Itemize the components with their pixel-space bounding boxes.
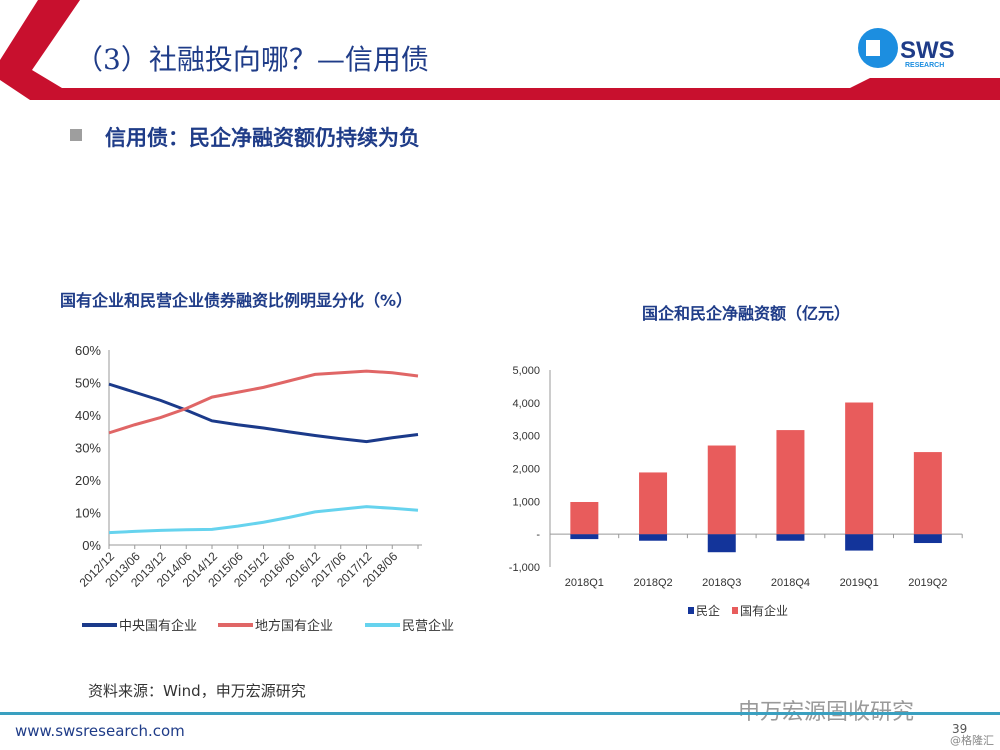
line-chart: 0%10%20%30%40%50%60%2012/122013/062013/1… [75,343,454,633]
bullet-icon [70,129,82,141]
logo-subtext: RESEARCH [905,62,944,69]
x-tick-label: 2018Q4 [771,577,810,589]
x-tick-label: 2018Q2 [633,577,672,589]
legend-label: 民营企业 [402,618,454,633]
y-tick-label: 10% [75,506,101,521]
y-tick-label: 30% [75,441,101,456]
y-tick-label: 60% [75,343,101,358]
bar-国有企业 [570,501,599,535]
legend-label: 地方国有企业 [255,618,333,633]
bar-民企 [570,534,599,540]
y-tick-label: 0% [82,538,101,553]
legend-label: 国有企业 [740,603,788,618]
y-tick-label: 20% [75,473,101,488]
y-tick-label: 4,000 [512,398,540,410]
y-tick-label: - [536,529,540,541]
series-line-2 [108,369,419,435]
watermark-credit: @格隆汇 [950,734,994,747]
legend-label: 民企 [696,603,720,618]
website-link[interactable]: www.swsresearch.com [15,722,185,740]
page-title: （3）社融投向哪？—信用债 [75,43,429,76]
red-accent [850,78,1000,88]
y-tick-label: 3,000 [512,431,540,443]
logo-text: SWS [900,37,955,64]
legend-swatch [732,607,738,614]
x-tick-label: 2018Q3 [702,577,741,589]
footer-divider [0,712,1000,715]
bar-国有企业 [639,472,668,535]
header-banner: SWS RESEARCH [0,0,1000,100]
series-line-3 [108,505,419,535]
x-tick-label: 2018Q1 [565,577,604,589]
bar-民企 [845,534,874,551]
sws-logo: SWS RESEARCH [858,28,955,69]
bar-国有企业 [776,430,805,535]
page-number: 39 [952,722,968,736]
bar-chart-title: 国企和民企净融资额（亿元） [642,304,851,323]
bar-国有企业 [845,402,874,535]
y-tick-label: -1,000 [509,562,540,574]
bar-民企 [913,534,942,544]
x-tick-label: 2019Q2 [908,577,947,589]
legend-label: 中央国有企业 [119,618,197,633]
x-tick-label: 2019Q1 [840,577,879,589]
watermark: 申万宏源固收研究 [738,700,915,725]
y-tick-label: 2,000 [512,464,540,476]
red-banner-shape [0,0,1000,100]
bar-民企 [776,534,805,541]
y-tick-label: 5,000 [512,365,540,377]
bar-国有企业 [707,445,736,535]
bar-民企 [707,534,736,553]
y-tick-label: 1,000 [512,496,540,508]
legend-swatch [688,607,694,614]
series-line-1 [108,382,419,444]
source-note: 资料来源：Wind，申万宏源研究 [88,682,306,700]
y-tick-label: 50% [75,376,101,391]
section-subtitle: 信用债：民企净融资额仍持续为负 [105,126,420,150]
bar-民企 [639,534,668,541]
bar-国有企业 [913,452,942,535]
y-tick-label: 40% [75,408,101,423]
line-chart-title: 国有企业和民营企业债券融资比例明显分化（%） [60,291,413,310]
